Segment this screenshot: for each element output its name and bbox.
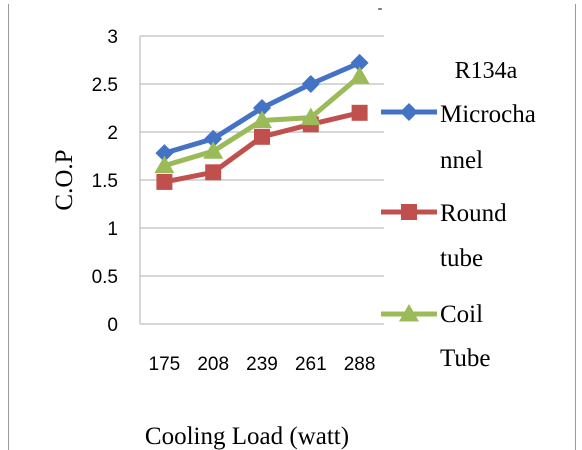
y-axis-ticks: 0 0.5 1 1.5 2 2.5 3 — [92, 27, 118, 336]
x-tick-label: 239 — [246, 354, 278, 375]
x-tick-label: 288 — [344, 354, 376, 375]
legend-marker — [399, 304, 419, 322]
legend-item-coil-tube: Coil Tube — [381, 301, 491, 372]
legend-label: tube — [440, 245, 483, 272]
y-tick-label: 1 — [107, 219, 118, 240]
x-tick-label: 175 — [149, 354, 181, 375]
data-point — [203, 141, 224, 159]
y-tick-label: 2.5 — [92, 75, 118, 96]
y-tick-label: 0.5 — [92, 267, 118, 288]
legend-marker — [400, 103, 418, 121]
series-layer — [154, 53, 370, 190]
data-point — [155, 144, 174, 163]
legend-label: Microcha — [440, 101, 536, 128]
legend-label: Coil — [440, 301, 483, 328]
data-point — [301, 75, 320, 93]
legend-label: nnel — [440, 147, 483, 174]
data-point — [351, 104, 368, 121]
y-tick-label: 0 — [107, 315, 118, 336]
legend-item-microchannel: Microcha nnel — [381, 101, 536, 174]
y-tick-label: 3 — [107, 27, 118, 48]
legend-title: R134a — [455, 58, 518, 84]
legend-marker — [401, 204, 417, 220]
legend-label: Tube — [440, 345, 491, 372]
series-microchannel — [155, 53, 369, 163]
data-point — [252, 110, 272, 128]
x-tick-label: 261 — [295, 354, 327, 375]
x-axis-ticks: 175 208 239 261 288 — [149, 354, 376, 375]
chart-frame — [8, 4, 576, 450]
data-point — [300, 107, 321, 126]
data-point — [156, 173, 173, 190]
data-point — [154, 155, 175, 174]
legend: R134a Microcha nnel Round tube Coil Tube — [381, 58, 536, 372]
stray-dash-mark: - — [378, 1, 383, 16]
y-tick-label: 1.5 — [92, 171, 118, 192]
legend-label: Round — [440, 200, 507, 227]
x-axis-title: Cooling Load (watt) — [145, 423, 349, 450]
data-point — [205, 164, 222, 181]
data-point — [254, 128, 270, 145]
data-point — [349, 66, 370, 84]
x-tick-label: 208 — [197, 354, 229, 375]
series-coil-tube — [154, 66, 370, 174]
y-tick-label: 2 — [107, 123, 118, 144]
y-axis-title: C.O.P — [51, 149, 78, 210]
legend-item-round-tube: Round tube — [381, 200, 507, 272]
data-point — [350, 53, 369, 72]
data-point — [253, 99, 271, 117]
data-point — [204, 129, 223, 148]
